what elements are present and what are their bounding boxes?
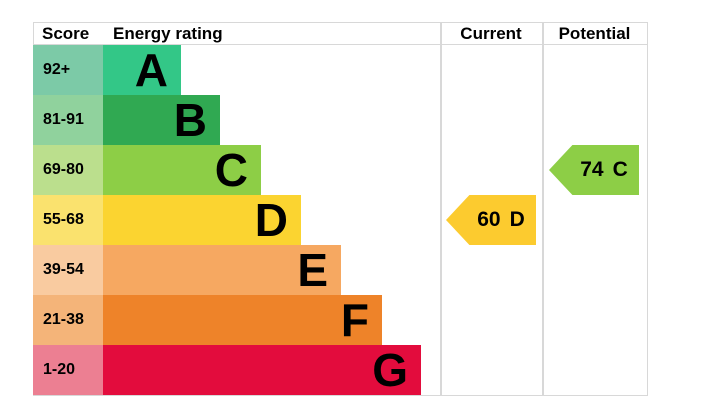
- epc-rating-chart: Score Energy rating Current Potential 92…: [33, 22, 648, 396]
- column-divider-current: [440, 22, 442, 395]
- column-divider-potential: [542, 22, 544, 395]
- band-letter-f: F: [340, 294, 369, 346]
- score-range-g: 1-20: [33, 345, 103, 395]
- rating-bar-a: A: [103, 45, 181, 95]
- band-row-d: 55-68 D: [33, 195, 647, 245]
- band-row-c: 69-80 C: [33, 145, 647, 195]
- band-letter-e: E: [297, 244, 328, 296]
- header-potential-label: Potential: [558, 24, 631, 43]
- band-row-b: 81-91 B: [33, 95, 647, 145]
- potential-rating-band: C: [612, 158, 628, 181]
- header-row: Score Energy rating Current Potential: [33, 22, 647, 45]
- band-row-g: 1-20 G: [33, 345, 647, 395]
- band-letter-c: C: [214, 144, 248, 196]
- score-range-a: 92+: [33, 45, 103, 95]
- band-letter-b: B: [173, 94, 207, 146]
- band-letter-a: A: [134, 44, 168, 96]
- rating-bar-f: F: [103, 295, 382, 345]
- score-range-b: 81-91: [33, 95, 103, 145]
- band-row-f: 21-38 F: [33, 295, 647, 345]
- header-score-label: Score: [33, 23, 103, 44]
- rating-bar-e: E: [103, 245, 341, 295]
- rating-bar-g: G: [103, 345, 421, 395]
- header-energy-rating-label: Energy rating: [113, 24, 223, 43]
- score-range-d: 55-68: [33, 195, 103, 245]
- score-range-f: 21-38: [33, 295, 103, 345]
- band-row-a: 92+ A: [33, 45, 647, 95]
- band-letter-d: D: [254, 194, 288, 246]
- band-row-e: 39-54 E: [33, 245, 647, 295]
- header-current-label: Current: [460, 24, 522, 43]
- current-rating-band: D: [509, 208, 525, 231]
- band-letter-g: G: [372, 344, 408, 396]
- score-range-c: 69-80: [33, 145, 103, 195]
- rating-bar-b: B: [103, 95, 220, 145]
- current-rating-value: 60: [477, 208, 501, 231]
- potential-rating-value: 74: [580, 158, 604, 181]
- band-rows: 92+ A 81-91 B 69-80 C 55-68 D 39-54 E 21…: [33, 45, 647, 395]
- rating-bar-d: D: [103, 195, 301, 245]
- score-range-e: 39-54: [33, 245, 103, 295]
- rating-bar-c: C: [103, 145, 261, 195]
